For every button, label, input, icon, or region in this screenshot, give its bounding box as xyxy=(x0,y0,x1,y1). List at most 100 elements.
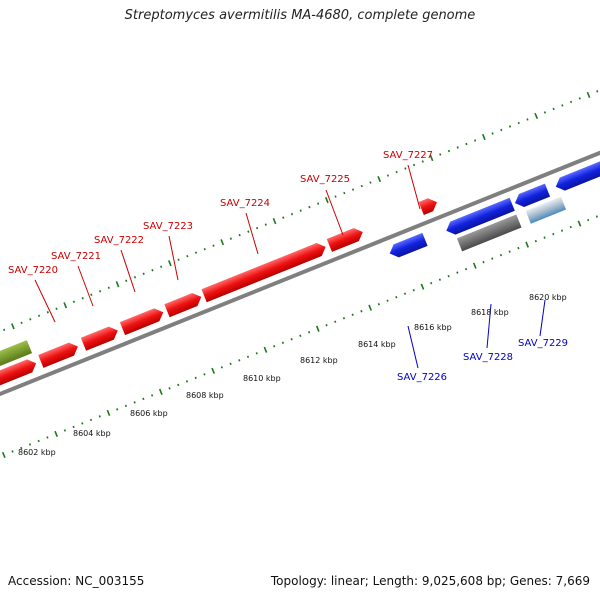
minor-tick xyxy=(334,320,337,323)
minor-tick xyxy=(124,404,128,408)
kbp-label: 8620 kbp xyxy=(529,293,567,302)
minor-tick xyxy=(464,267,468,271)
minor-tick xyxy=(46,311,49,314)
minor-tick xyxy=(334,195,337,198)
kbp-label: 8604 kbp xyxy=(73,429,111,438)
gene-label-sav-7220[interactable]: SAV_7220 xyxy=(8,265,58,276)
minor-tick xyxy=(281,341,285,345)
minor-tick xyxy=(342,317,346,320)
minor-tick xyxy=(290,212,294,216)
minor-tick xyxy=(386,174,390,177)
major-tick xyxy=(481,133,486,141)
minor-tick xyxy=(508,125,512,128)
minor-tick xyxy=(28,443,32,446)
gene-label-sav-7221[interactable]: SAV_7221 xyxy=(51,251,101,262)
minor-tick xyxy=(430,281,433,285)
minor-tick xyxy=(160,265,163,268)
minor-tick xyxy=(500,128,503,132)
minor-tick xyxy=(185,380,189,383)
minor-tick xyxy=(360,184,363,188)
gene-label-sav-7228[interactable]: SAV_7228 xyxy=(463,352,513,363)
minor-tick xyxy=(552,107,555,111)
gene-arrow-sav-7226[interactable] xyxy=(387,232,428,260)
gene-label-sav-7223[interactable]: SAV_7223 xyxy=(143,221,193,232)
minor-tick xyxy=(534,239,537,243)
gene-arrow-sav-7225[interactable] xyxy=(326,226,366,252)
minor-tick xyxy=(578,97,581,100)
gene-other-forward[interactable] xyxy=(0,340,33,378)
reverse-gene-track[interactable] xyxy=(387,140,600,276)
minor-tick xyxy=(447,149,451,153)
minor-tick xyxy=(186,254,189,258)
minor-tick xyxy=(220,366,223,369)
major-tick xyxy=(368,304,372,311)
minor-tick xyxy=(403,292,407,295)
minor-tick xyxy=(290,338,293,341)
major-tick xyxy=(377,175,382,183)
gene-label-sav-7225[interactable]: SAV_7225 xyxy=(300,174,350,185)
minor-tick xyxy=(3,328,6,332)
major-tick xyxy=(586,91,591,98)
gene-arrow-sav-7228b[interactable] xyxy=(512,183,551,210)
minor-tick xyxy=(29,318,32,321)
gene-label-sav-7229[interactable]: SAV_7229 xyxy=(518,338,568,349)
minor-tick xyxy=(543,236,546,239)
major-tick xyxy=(429,154,434,162)
minor-tick xyxy=(421,160,424,163)
gene-arrow-sav-7223[interactable] xyxy=(164,290,204,318)
minor-tick xyxy=(203,373,206,376)
minor-tick xyxy=(20,446,23,450)
gene-arrow-sav-7224[interactable] xyxy=(201,240,328,303)
minor-tick xyxy=(543,111,547,114)
minor-tick xyxy=(569,225,572,229)
gene-arrow-sav-7230[interactable] xyxy=(553,140,600,193)
minor-tick xyxy=(317,202,320,205)
minor-tick xyxy=(395,295,398,299)
gene-other-reverse-2[interactable] xyxy=(525,196,567,224)
gene-arrow-sav-7228a[interactable] xyxy=(444,197,515,237)
gene-other-reverse[interactable] xyxy=(456,214,522,252)
gene-label-sav-7226[interactable]: SAV_7226 xyxy=(397,372,447,383)
forward-gene-track[interactable] xyxy=(0,179,440,395)
major-tick xyxy=(158,388,163,395)
gene-arrow-sav-7227[interactable] xyxy=(418,196,440,216)
genome-backbone xyxy=(0,131,600,404)
minor-tick xyxy=(561,104,564,107)
minor-tick xyxy=(246,355,250,359)
minor-tick xyxy=(177,258,180,261)
gene-arrow-sav-7220[interactable] xyxy=(38,340,80,368)
minor-tick xyxy=(37,439,40,443)
gene-label-sav-7222[interactable]: SAV_7222 xyxy=(94,235,144,246)
minor-tick xyxy=(482,260,485,264)
minor-tick xyxy=(81,297,84,300)
kbp-label: 8612 kbp xyxy=(300,356,338,365)
minor-tick xyxy=(395,170,398,174)
minor-tick xyxy=(72,300,76,303)
minor-tick xyxy=(360,310,363,313)
major-tick xyxy=(11,323,15,330)
gene-label-text: SAV_7220 SAV_7221 SAV_7222 SAV_7223 SAV_… xyxy=(8,150,568,383)
kbp-label: 8616 kbp xyxy=(414,323,452,332)
gene-label-sav-7224[interactable]: SAV_7224 xyxy=(220,198,270,209)
gene-arrow-sav-7219[interactable] xyxy=(0,357,39,395)
minor-tick xyxy=(72,425,75,429)
minor-tick xyxy=(308,205,311,209)
minor-tick xyxy=(595,215,599,218)
major-tick xyxy=(525,241,529,248)
major-tick xyxy=(211,367,215,374)
kbp-label: 8602 kbp xyxy=(18,448,56,457)
minor-tick xyxy=(255,352,258,355)
minor-tick xyxy=(255,226,259,230)
gene-arrow-sav-7222[interactable] xyxy=(119,306,166,336)
minor-tick xyxy=(596,90,599,93)
minor-tick xyxy=(116,408,119,411)
lower-tick-track xyxy=(1,215,599,459)
minor-tick xyxy=(499,253,503,257)
minor-tick xyxy=(150,394,154,397)
gene-label-sav-7227[interactable]: SAV_7227 xyxy=(383,150,433,161)
minor-tick xyxy=(299,209,302,212)
minor-tick xyxy=(194,376,197,380)
gene-arrow-sav-7221[interactable] xyxy=(80,324,121,351)
minor-tick xyxy=(37,314,41,318)
